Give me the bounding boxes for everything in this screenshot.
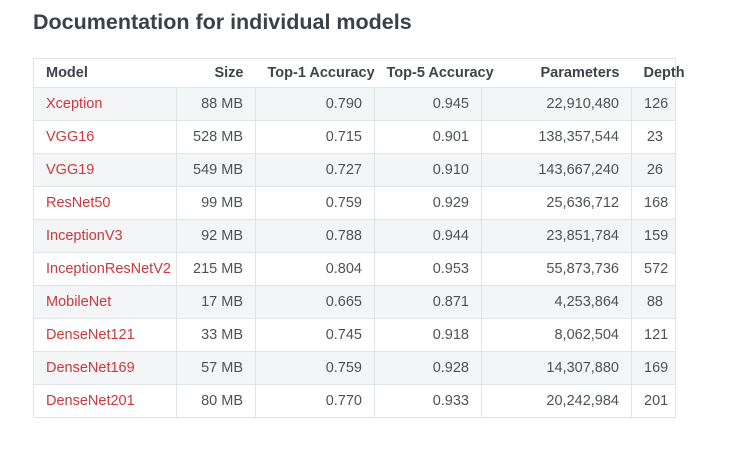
cell-model: MobileNet — [33, 284, 177, 319]
cell-size: 99 MB — [176, 185, 256, 220]
table-row: MobileNet 17 MB 0.665 0.871 4,253,864 88 — [33, 284, 676, 319]
model-link[interactable]: MobileNet — [46, 293, 112, 310]
cell-parameters: 143,667,240 — [481, 152, 632, 187]
column-header-top1-accuracy: Top-1 Accuracy — [255, 57, 375, 88]
model-link[interactable]: DenseNet201 — [46, 392, 135, 409]
cell-size: 528 MB — [176, 119, 256, 154]
cell-size: 80 MB — [176, 383, 256, 418]
cell-parameters: 23,851,784 — [481, 218, 632, 253]
cell-model: Xception — [33, 86, 177, 121]
cell-depth: 572 — [631, 251, 676, 286]
cell-parameters: 22,910,480 — [481, 86, 632, 121]
models-table: Model Size Top-1 Accuracy Top-5 Accuracy… — [33, 57, 685, 418]
table-body: Xception 88 MB 0.790 0.945 22,910,480 126 VGG1… — [33, 86, 676, 418]
cell-top5: 0.944 — [374, 218, 482, 253]
table-row: DenseNet169 57 MB 0.759 0.928 14,307,880 169 — [33, 350, 676, 385]
cell-top5: 0.928 — [374, 350, 482, 385]
cell-model: DenseNet169 — [33, 350, 177, 385]
cell-top1: 0.759 — [255, 185, 375, 220]
cell-size: 57 MB — [176, 350, 256, 385]
table-row: InceptionV3 92 MB 0.788 0.944 23,851,784 159 — [33, 218, 676, 253]
table-row: DenseNet121 33 MB 0.745 0.918 8,062,504 121 — [33, 317, 676, 352]
cell-depth: 169 — [631, 350, 676, 385]
table-row: Xception 88 MB 0.790 0.945 22,910,480 126 — [33, 86, 676, 121]
cell-top5: 0.929 — [374, 185, 482, 220]
cell-depth: 23 — [631, 119, 676, 154]
cell-size: 92 MB — [176, 218, 256, 253]
cell-model: VGG16 — [33, 119, 177, 154]
cell-parameters: 14,307,880 — [481, 350, 632, 385]
page-title: Documentation for individual models — [33, 10, 412, 34]
cell-size: 88 MB — [176, 86, 256, 121]
cell-top5: 0.910 — [374, 152, 482, 187]
cell-model: VGG19 — [33, 152, 177, 187]
cell-parameters: 8,062,504 — [481, 317, 632, 352]
model-link[interactable]: Xception — [46, 95, 103, 112]
cell-size: 17 MB — [176, 284, 256, 319]
model-link[interactable]: InceptionV3 — [46, 227, 123, 244]
model-link[interactable]: ResNet50 — [46, 194, 111, 211]
cell-top1: 0.788 — [255, 218, 375, 253]
cell-top1: 0.770 — [255, 383, 375, 418]
cell-parameters: 4,253,864 — [481, 284, 632, 319]
table-row: DenseNet201 80 MB 0.770 0.933 20,242,984 201 — [33, 383, 676, 418]
cell-model: ResNet50 — [33, 185, 177, 220]
cell-size: 215 MB — [176, 251, 256, 286]
header-row: Model Size Top-1 Accuracy Top-5 Accuracy… — [33, 57, 685, 88]
cell-top1: 0.745 — [255, 317, 375, 352]
cell-parameters: 55,873,736 — [481, 251, 632, 286]
table-row: VGG19 549 MB 0.727 0.910 143,667,240 26 — [33, 152, 676, 187]
cell-top1: 0.715 — [255, 119, 375, 154]
cell-parameters: 25,636,712 — [481, 185, 632, 220]
cell-depth: 159 — [631, 218, 676, 253]
cell-depth: 26 — [631, 152, 676, 187]
cell-model: InceptionV3 — [33, 218, 177, 253]
cell-top5: 0.945 — [374, 86, 482, 121]
column-header-model: Model — [33, 57, 177, 88]
table-header: Model Size Top-1 Accuracy Top-5 Accuracy… — [33, 57, 685, 88]
cell-depth: 121 — [631, 317, 676, 352]
cell-model: InceptionResNetV2 — [33, 251, 177, 286]
cell-top1: 0.790 — [255, 86, 375, 121]
cell-model: DenseNet121 — [33, 317, 177, 352]
cell-top1: 0.665 — [255, 284, 375, 319]
table-row: VGG16 528 MB 0.715 0.901 138,357,544 23 — [33, 119, 676, 154]
cell-depth: 126 — [631, 86, 676, 121]
table-row: InceptionResNetV2 215 MB 0.804 0.953 55,873,… — [33, 251, 676, 286]
cell-top1: 0.727 — [255, 152, 375, 187]
model-link[interactable]: InceptionResNetV2 — [46, 260, 171, 277]
cell-top5: 0.918 — [374, 317, 482, 352]
cell-size: 549 MB — [176, 152, 256, 187]
cell-model: DenseNet201 — [33, 383, 177, 418]
page-content: Documentation for individual models Mode… — [33, 10, 685, 418]
model-link[interactable]: VGG19 — [46, 161, 95, 178]
column-header-depth: Depth — [631, 57, 685, 88]
model-link[interactable]: DenseNet169 — [46, 359, 135, 376]
cell-parameters: 20,242,984 — [481, 383, 632, 418]
cell-parameters: 138,357,544 — [481, 119, 632, 154]
cell-depth: 88 — [631, 284, 676, 319]
column-header-top5-accuracy: Top-5 Accuracy — [374, 57, 494, 88]
column-header-parameters: Parameters — [481, 57, 632, 88]
column-header-size: Size — [176, 57, 256, 88]
cell-size: 33 MB — [176, 317, 256, 352]
cell-depth: 168 — [631, 185, 676, 220]
model-link[interactable]: DenseNet121 — [46, 326, 135, 343]
cell-depth: 201 — [631, 383, 676, 418]
cell-top5: 0.871 — [374, 284, 482, 319]
cell-top1: 0.804 — [255, 251, 375, 286]
cell-top1: 0.759 — [255, 350, 375, 385]
cell-top5: 0.901 — [374, 119, 482, 154]
cell-top5: 0.953 — [374, 251, 482, 286]
table-row: ResNet50 99 MB 0.759 0.929 25,636,712 168 — [33, 185, 676, 220]
cell-top5: 0.933 — [374, 383, 482, 418]
model-link[interactable]: VGG16 — [46, 128, 95, 145]
